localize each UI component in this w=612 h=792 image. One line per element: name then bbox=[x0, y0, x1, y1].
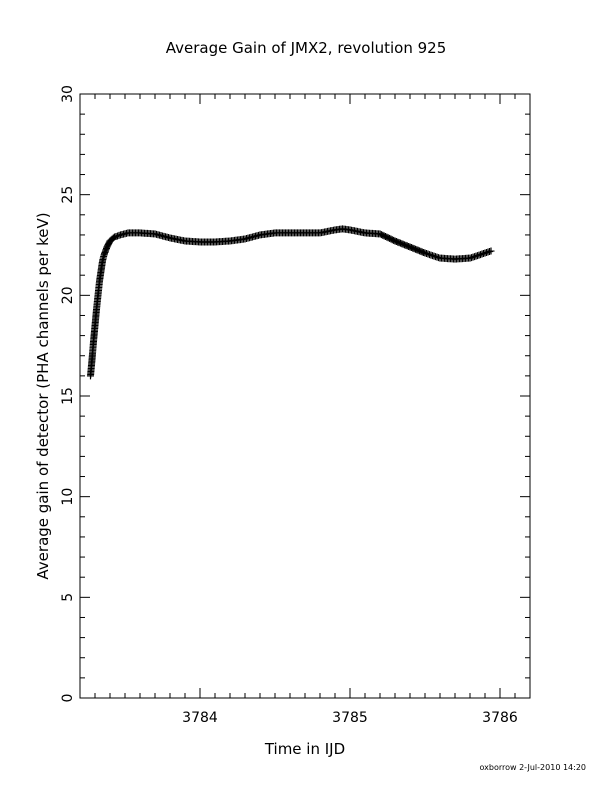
y-axis: 0 5 10 15 20 25 30 bbox=[60, 85, 530, 702]
footer-credit: oxborrow 2-Jul-2010 14:20 bbox=[479, 763, 586, 772]
x-axis: 3784 3785 3786 bbox=[79, 94, 531, 726]
data-point bbox=[487, 247, 495, 255]
chart-title: Average Gain of JMX2, revolution 925 bbox=[166, 39, 447, 57]
y-tick-label: 25 bbox=[60, 186, 76, 204]
x-tick-label: 3784 bbox=[182, 710, 218, 726]
y-tick-label: 0 bbox=[60, 694, 76, 703]
plot-frame bbox=[79, 93, 531, 699]
x-tick-label: 3786 bbox=[482, 710, 518, 726]
y-tick-label: 5 bbox=[60, 593, 76, 602]
y-tick-label: 15 bbox=[60, 387, 76, 405]
y-tick-label: 20 bbox=[60, 286, 76, 304]
y-tick-label: 10 bbox=[60, 488, 76, 506]
data-series bbox=[87, 225, 495, 380]
x-axis-label: Time in IJD bbox=[264, 740, 345, 758]
y-tick-label: 30 bbox=[60, 85, 76, 103]
y-axis-label: Average gain of detector (PHA channels p… bbox=[34, 212, 52, 579]
x-tick-label: 3785 bbox=[332, 710, 368, 726]
